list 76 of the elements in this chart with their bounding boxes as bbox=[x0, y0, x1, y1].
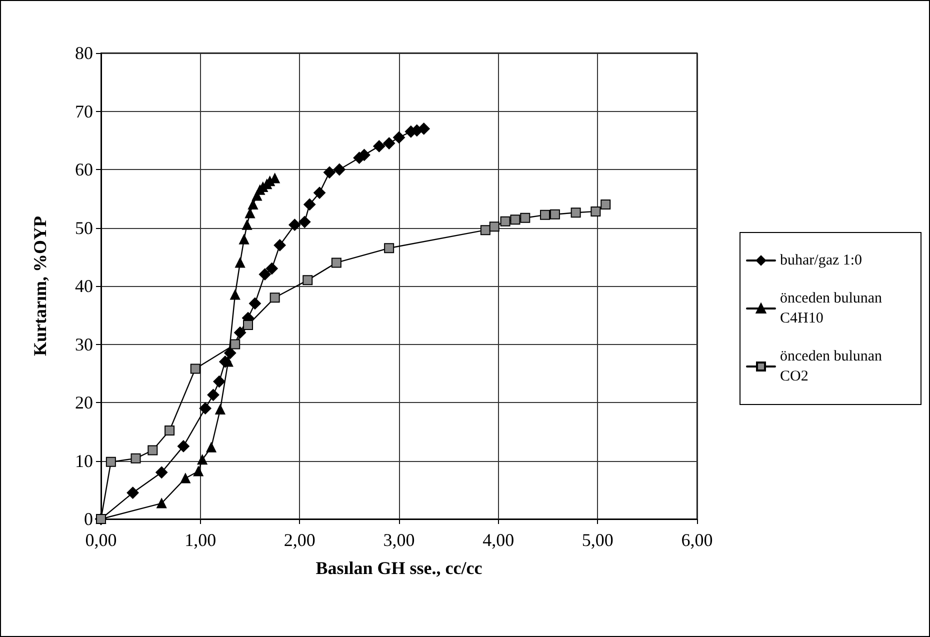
point bbox=[489, 222, 500, 232]
point bbox=[540, 210, 550, 220]
point bbox=[266, 262, 278, 275]
point bbox=[600, 199, 611, 210]
point bbox=[570, 208, 581, 218]
point bbox=[215, 404, 226, 414]
point bbox=[180, 473, 190, 484]
point bbox=[314, 186, 326, 199]
point bbox=[258, 268, 271, 280]
y-tick-label: 80 bbox=[75, 43, 93, 63]
point bbox=[288, 218, 301, 231]
point bbox=[235, 258, 246, 268]
legend-label: önceden bulunan CO2 bbox=[780, 348, 886, 384]
point bbox=[480, 225, 490, 236]
point bbox=[130, 453, 141, 464]
y-tick-label: 70 bbox=[75, 101, 93, 122]
point bbox=[304, 198, 316, 210]
y-tick-label: 30 bbox=[75, 334, 93, 354]
y-axis-title: Kurtarım, %OYP bbox=[30, 216, 50, 356]
point bbox=[199, 402, 212, 414]
point bbox=[333, 164, 346, 176]
point bbox=[243, 320, 254, 330]
point bbox=[193, 466, 204, 476]
point bbox=[510, 214, 520, 225]
point bbox=[197, 454, 208, 465]
x-tick-label: 0,00 bbox=[85, 530, 117, 550]
point bbox=[383, 137, 396, 150]
y-tick-label: 40 bbox=[75, 276, 93, 296]
point bbox=[148, 445, 158, 456]
point bbox=[302, 275, 313, 286]
point bbox=[223, 356, 234, 367]
y-tick-label: 50 bbox=[75, 218, 93, 238]
x-tick-label: 6,00 bbox=[681, 530, 713, 550]
point bbox=[126, 486, 139, 499]
point bbox=[550, 209, 560, 220]
point bbox=[156, 466, 168, 478]
point bbox=[177, 440, 190, 452]
point bbox=[224, 346, 236, 359]
point bbox=[323, 166, 336, 178]
point bbox=[230, 339, 240, 350]
point bbox=[106, 456, 116, 467]
point bbox=[239, 234, 250, 244]
point bbox=[298, 216, 311, 228]
x-axis-title: Basılan GH sse., cc/cc bbox=[316, 558, 482, 578]
point bbox=[234, 326, 246, 339]
point bbox=[384, 243, 394, 254]
x-tick-label: 3,00 bbox=[383, 530, 415, 550]
point bbox=[230, 290, 240, 300]
point bbox=[520, 212, 530, 223]
point bbox=[248, 297, 261, 310]
y-tick-label: 20 bbox=[75, 392, 93, 412]
legend-label: önceden bulunan C4H10 bbox=[780, 290, 886, 326]
legend-label: buhar/gaz 1:0 bbox=[780, 252, 862, 268]
point bbox=[156, 498, 167, 508]
point bbox=[206, 442, 216, 452]
point bbox=[213, 376, 226, 388]
x-tick-label: 1,00 bbox=[184, 530, 216, 550]
y-tick-label: 10 bbox=[75, 450, 93, 471]
point bbox=[248, 199, 258, 210]
point bbox=[590, 206, 601, 216]
point bbox=[270, 292, 280, 303]
point bbox=[331, 258, 342, 268]
point bbox=[245, 208, 255, 218]
point bbox=[274, 239, 286, 252]
point bbox=[500, 216, 510, 226]
y-tick-label: 60 bbox=[75, 160, 93, 180]
point bbox=[373, 140, 386, 152]
x-tick-label: 4,00 bbox=[482, 530, 514, 550]
point bbox=[393, 131, 405, 144]
point bbox=[190, 364, 200, 374]
x-tick-label: 5,00 bbox=[582, 530, 614, 550]
point bbox=[242, 220, 252, 230]
y-tick-label: 0 bbox=[84, 509, 93, 529]
x-tick-label: 2,00 bbox=[284, 530, 316, 550]
point bbox=[207, 388, 220, 401]
point bbox=[164, 425, 175, 436]
